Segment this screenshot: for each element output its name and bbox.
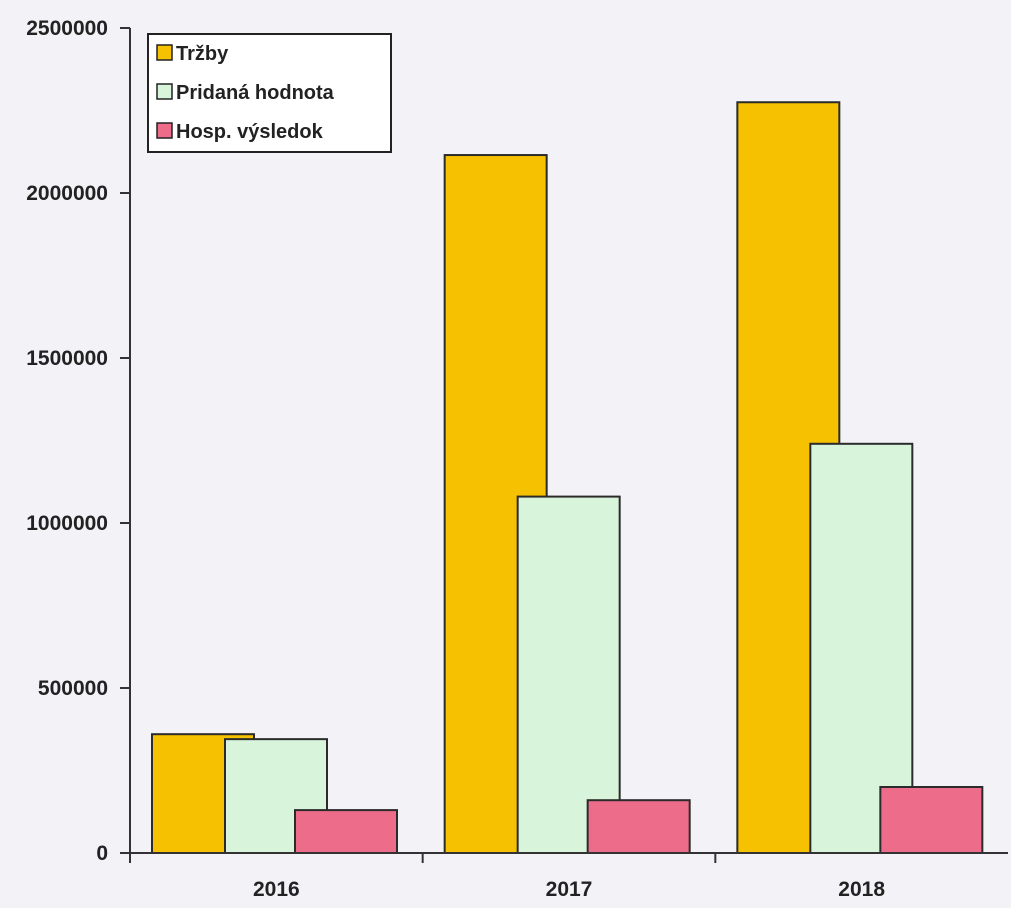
- axes: [120, 27, 1008, 863]
- legend-swatch: [156, 122, 173, 139]
- y-axis-tick-labels: 0 500000 1000000 1500000 2000000 2500000: [26, 17, 108, 865]
- y-tick-label: 1000000: [26, 512, 108, 535]
- bar-pridan-hodnota-2017: [516, 495, 621, 854]
- bar-hosp-v-sledok-2018: [879, 786, 984, 854]
- legend-label: Tržby: [176, 43, 229, 65]
- x-axis-tick-labels: 2016 2017 2018: [253, 878, 885, 901]
- legend-swatch: [156, 44, 173, 61]
- bars-group: [151, 101, 984, 855]
- bar-pridan-hodnota-2018: [809, 442, 914, 854]
- legend-label: Hosp. výsledok: [176, 121, 324, 143]
- y-tick-label: 1500000: [26, 347, 108, 370]
- y-tick-label: 0: [96, 842, 108, 865]
- legend-box: [147, 33, 392, 153]
- x-tick-label: 2016: [253, 878, 300, 901]
- y-tick-label: 2000000: [26, 182, 108, 205]
- bar-hosp-v-sledok-2017: [586, 799, 691, 855]
- legend-label: Pridaná hodnota: [176, 82, 335, 104]
- bar-hosp-v-sledok-2016: [294, 809, 398, 854]
- legend: Tržby Pridaná hodnota Hosp. výsledok: [147, 33, 392, 153]
- y-tick-label: 500000: [38, 677, 108, 700]
- x-tick-label: 2017: [546, 878, 593, 901]
- x-tick-label: 2018: [838, 878, 885, 901]
- y-tick-label: 2500000: [26, 17, 108, 40]
- legend-swatch: [156, 83, 173, 100]
